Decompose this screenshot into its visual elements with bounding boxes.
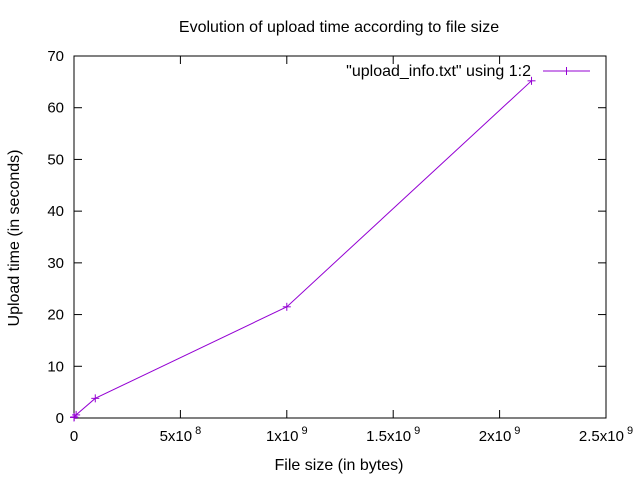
y-tick-label: 70 [47,48,64,65]
y-tick-label: 0 [56,410,64,427]
chart-title: Evolution of upload time according to fi… [179,19,499,36]
x-tick-label: 0 [70,428,78,445]
legend-label: "upload_info.txt" using 1:2 [346,63,531,80]
y-tick-label: 60 [47,100,64,117]
plot-frame [73,55,607,419]
x-tick-label: 2x10 9 [479,425,521,445]
series-line [73,80,532,418]
x-tick-label: 2.5x10 9 [579,425,633,445]
y-tick-label: 20 [47,307,64,324]
y-tick-label: 50 [47,151,64,168]
data-point [91,394,100,403]
y-tick-label: 10 [47,358,64,375]
x-tick-label: 1.5x10 9 [366,425,420,445]
y-tick-label: 30 [47,255,64,272]
y-axis-label: Upload time (in seconds) [6,150,23,327]
data-point [282,302,291,311]
x-axis-label: File size (in bytes) [275,457,404,474]
x-tick-label: 5x10 8 [160,425,202,445]
data-point [72,410,81,419]
data-point [70,412,79,421]
data-point [527,76,536,85]
y-tick-label: 40 [47,203,64,220]
plot-area: 0 10 20 30 40 50 60 70 0 5x10 8 1x10 9 1.5x10 9 2x10 9 2.… [47,48,633,445]
x-tick-label: 1x10 9 [266,425,308,445]
